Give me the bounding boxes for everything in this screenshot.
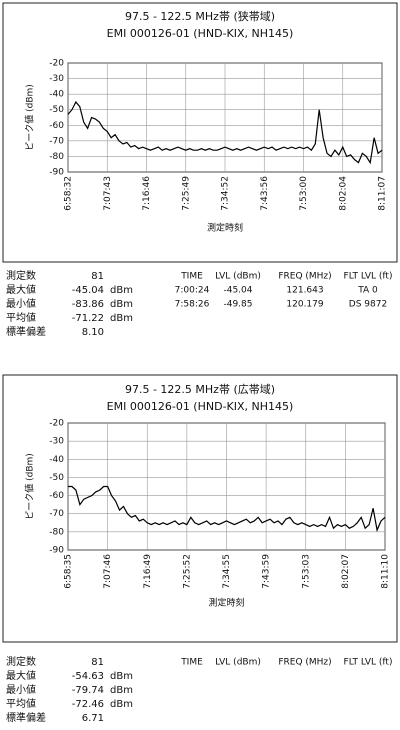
y-tick-label: -20 bbox=[49, 419, 64, 429]
line bbox=[67, 100, 383, 165]
table-cell: 7:00:24 bbox=[175, 286, 210, 296]
x-tick-label: 7:43:59 bbox=[262, 554, 272, 589]
stat-value: 8.10 bbox=[82, 327, 104, 338]
stat-value: 81 bbox=[91, 271, 104, 282]
y-tick-label: -30 bbox=[49, 437, 64, 447]
stat-label: 最小値 bbox=[6, 683, 36, 696]
stat-value: -79.74 bbox=[72, 685, 104, 696]
x-axis-label: 測定時刻 bbox=[207, 222, 243, 234]
x-tick-label: 7:25:49 bbox=[181, 176, 191, 211]
x-tick-label: 7:16:46 bbox=[142, 176, 152, 211]
table-cell: DS 9872 bbox=[349, 300, 387, 310]
y-tick-label: -40 bbox=[49, 90, 64, 100]
y-axis-label: ピーク値 (dBm) bbox=[24, 84, 36, 151]
y-tick-label: -50 bbox=[49, 473, 64, 483]
y-tick-label: -60 bbox=[49, 121, 64, 131]
y-tick-label: -70 bbox=[49, 136, 64, 146]
y-tick-label: -20 bbox=[49, 59, 64, 69]
stat-value: -72.46 bbox=[72, 699, 104, 710]
x-tick-label: 7:34:55 bbox=[222, 554, 232, 589]
stat-value: -54.63 bbox=[72, 671, 104, 682]
chart-title: 97.5 - 122.5 MHz帯 (狭帯域) bbox=[125, 10, 275, 23]
stat-label: 最小値 bbox=[6, 297, 36, 310]
y-tick-label: -30 bbox=[49, 74, 64, 84]
stat-label: 平均値 bbox=[6, 311, 36, 324]
table-header: FLT LVL (ft) bbox=[344, 272, 393, 282]
stat-unit: dBm bbox=[110, 313, 133, 324]
x-tick-label: 6:58:32 bbox=[64, 176, 74, 211]
x-tick-label: 7:25:52 bbox=[182, 554, 192, 589]
y-tick-label: -90 bbox=[49, 546, 64, 556]
table-cell: 7:58:26 bbox=[175, 300, 210, 310]
table-cell: 121.643 bbox=[286, 286, 323, 296]
y-tick-label: -50 bbox=[49, 105, 64, 115]
table-cell: 120.179 bbox=[286, 300, 323, 310]
stat-unit: dBm bbox=[110, 671, 133, 682]
x-tick-label: 7:53:00 bbox=[299, 176, 309, 211]
chart-title: 97.5 - 122.5 MHz帯 (広帯域) bbox=[125, 383, 275, 396]
y-tick-label: -40 bbox=[49, 455, 64, 465]
chart-frame bbox=[2, 374, 398, 643]
stat-label: 標準偏差 bbox=[6, 711, 46, 724]
y-tick-label: -80 bbox=[49, 152, 64, 162]
table-cell: -49.85 bbox=[223, 300, 252, 310]
y-axis-label: ピーク値 (dBm) bbox=[24, 453, 36, 520]
stat-value: 81 bbox=[91, 657, 104, 668]
chart-frame bbox=[2, 2, 398, 263]
table-header: TIME bbox=[180, 272, 203, 282]
stat-unit: dBm bbox=[110, 299, 133, 310]
y-tick-label: -60 bbox=[49, 491, 64, 501]
stat-unit: dBm bbox=[110, 699, 133, 710]
x-tick-label: 8:02:04 bbox=[338, 176, 348, 211]
chart-subtitle: EMI 000126-01 (HND-KIX, NH145) bbox=[107, 27, 294, 40]
stat-unit: dBm bbox=[110, 685, 133, 696]
stat-label: 測定数 bbox=[6, 269, 36, 282]
x-tick-label: 7:07:43 bbox=[103, 176, 113, 211]
stat-value: 6.71 bbox=[82, 713, 104, 724]
x-axis-label: 測定時刻 bbox=[208, 597, 244, 609]
table-cell: -45.04 bbox=[223, 286, 252, 296]
stat-label: 平均値 bbox=[6, 697, 36, 710]
stat-label: 測定数 bbox=[6, 655, 36, 668]
table-header: FREQ (MHz) bbox=[278, 272, 331, 282]
chart-subtitle: EMI 000126-01 (HND-KIX, NH145) bbox=[107, 400, 294, 413]
x-tick-label: 8:11:10 bbox=[381, 554, 391, 589]
x-tick-label: 7:16:49 bbox=[143, 554, 153, 589]
x-tick-label: 8:02:07 bbox=[341, 554, 351, 589]
stat-unit: dBm bbox=[110, 285, 133, 296]
stat-label: 最大値 bbox=[6, 283, 36, 296]
x-tick-label: 6:58:35 bbox=[64, 554, 74, 589]
table-header: FREQ (MHz) bbox=[278, 658, 331, 668]
x-tick-label: 7:34:52 bbox=[221, 176, 231, 211]
table-header: LVL (dBm) bbox=[215, 658, 261, 668]
stat-label: 最大値 bbox=[6, 669, 36, 682]
y-tick-label: -70 bbox=[49, 509, 64, 519]
stat-value: -71.22 bbox=[72, 313, 104, 324]
x-tick-label: 7:53:03 bbox=[301, 554, 311, 589]
y-tick-label: -80 bbox=[49, 527, 64, 537]
table-header: LVL (dBm) bbox=[215, 272, 261, 282]
table-header: FLT LVL (ft) bbox=[344, 658, 393, 668]
y-tick-label: -90 bbox=[49, 168, 64, 178]
stat-value: -45.04 bbox=[72, 285, 104, 296]
stat-value: -83.86 bbox=[72, 299, 104, 310]
x-tick-label: 8:11:07 bbox=[378, 176, 388, 211]
line bbox=[68, 485, 386, 533]
x-tick-label: 7:43:56 bbox=[260, 176, 270, 211]
stat-label: 標準偏差 bbox=[6, 325, 46, 338]
table-header: TIME bbox=[180, 658, 203, 668]
table-cell: TA 0 bbox=[357, 286, 378, 296]
x-tick-label: 7:07:46 bbox=[103, 554, 113, 589]
